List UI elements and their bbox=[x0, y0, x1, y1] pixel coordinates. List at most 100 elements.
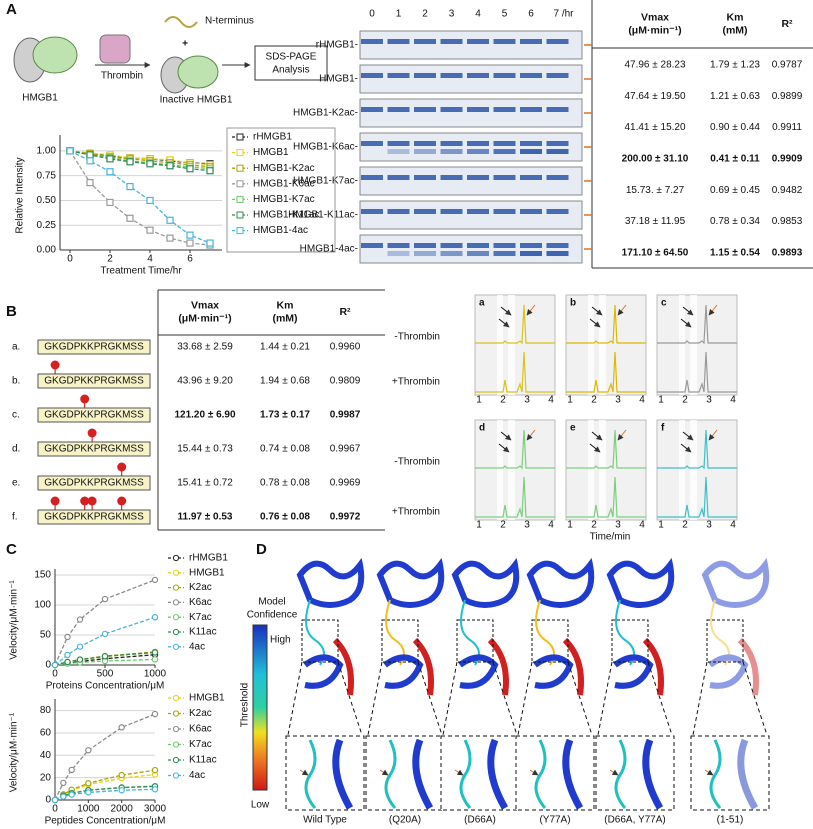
zoom-line bbox=[517, 661, 533, 736]
gel-band bbox=[493, 141, 516, 146]
helix bbox=[708, 654, 749, 689]
zoom-line bbox=[742, 661, 768, 736]
point bbox=[86, 151, 94, 159]
zoom-arrow bbox=[529, 769, 539, 776]
gel-band bbox=[493, 175, 516, 180]
legend-marker bbox=[236, 211, 244, 219]
legend-marker bbox=[236, 195, 244, 203]
zoom-line bbox=[442, 661, 458, 736]
gel-band bbox=[387, 243, 410, 248]
point bbox=[51, 796, 59, 804]
gel-band bbox=[440, 141, 463, 146]
gel-strip bbox=[359, 166, 583, 196]
chrom-arrow bbox=[682, 306, 694, 316]
legend-marker bbox=[172, 599, 180, 606]
chrom-x-tick: 2 bbox=[500, 395, 506, 406]
zoom-arrow bbox=[299, 769, 309, 776]
zoom-line bbox=[597, 661, 613, 736]
chrom-band bbox=[497, 295, 503, 395]
scale-label: Threshold bbox=[240, 683, 251, 727]
gel-time-label: 7 /hr bbox=[554, 9, 575, 20]
chrom-arrow bbox=[500, 431, 512, 441]
y-tick-label: 0 bbox=[45, 660, 51, 671]
table-cell: 0.74 ± 0.08 bbox=[260, 444, 310, 455]
zoom-helix bbox=[487, 738, 509, 810]
gel-band bbox=[467, 73, 489, 78]
gel-band bbox=[414, 251, 436, 256]
gel-band bbox=[414, 73, 436, 78]
legend-label: K7ac bbox=[189, 739, 212, 750]
panel-letter: C bbox=[6, 541, 17, 558]
gel-band bbox=[546, 73, 569, 78]
gel-lane-label: HMGB1- bbox=[319, 74, 358, 85]
legend-label: HMGB1 bbox=[189, 567, 225, 578]
chrom-x-tick: 4 bbox=[639, 395, 645, 406]
chrom-trace bbox=[566, 351, 646, 393]
chrom-arrow bbox=[526, 429, 536, 441]
legend-marker bbox=[172, 725, 180, 733]
table-cell: 0.9972 bbox=[330, 512, 361, 523]
legend-marker bbox=[172, 756, 180, 764]
table-header: Vmax bbox=[191, 299, 219, 311]
condition-label: -Thrombin bbox=[394, 332, 440, 343]
peptide-box bbox=[37, 441, 151, 457]
helix bbox=[487, 637, 509, 696]
chrom-trace bbox=[475, 351, 555, 393]
gel-band bbox=[467, 243, 489, 248]
zoom-panel bbox=[515, 735, 595, 811]
x-tick-label: 1000 bbox=[77, 804, 100, 815]
acetyl-mark bbox=[80, 394, 90, 404]
legend-marker bbox=[236, 149, 244, 157]
chrom-panel-label: d bbox=[479, 423, 485, 434]
table-cell: 1.94 ± 0.68 bbox=[260, 376, 310, 387]
x-axis-label: Proteins Concentration/μM bbox=[46, 681, 165, 692]
gel-band bbox=[467, 149, 489, 154]
structure bbox=[526, 557, 595, 696]
zoom-line bbox=[337, 661, 363, 736]
gel-band bbox=[414, 141, 436, 146]
point bbox=[66, 147, 74, 155]
gel-band bbox=[546, 149, 569, 154]
y-axis-label: Relative Intensity bbox=[15, 157, 26, 233]
chrom-x-tick: 2 bbox=[591, 395, 597, 406]
gel-band bbox=[387, 107, 410, 112]
table-header: (mM) bbox=[272, 312, 297, 324]
gel-band bbox=[520, 73, 542, 78]
gel-band bbox=[546, 209, 569, 214]
chrom-arrow bbox=[526, 304, 536, 316]
legend-frame bbox=[226, 127, 336, 253]
acetyl-mark bbox=[117, 462, 127, 472]
table-header: (μM·min⁻¹) bbox=[628, 24, 681, 36]
legend-label: K11ac bbox=[189, 755, 217, 766]
gel-time-label: 5 bbox=[502, 9, 508, 20]
gel-band bbox=[493, 251, 516, 256]
gel-strip bbox=[359, 200, 583, 230]
point bbox=[206, 239, 214, 247]
chrom-x-tick: 4 bbox=[639, 520, 645, 531]
point bbox=[186, 231, 194, 239]
table-cell: 121.20 ± 6.90 bbox=[174, 410, 236, 421]
table-cell: 0.9911 bbox=[772, 122, 802, 133]
gel-band bbox=[493, 149, 516, 154]
zoom-box bbox=[706, 619, 744, 663]
gel-lane-label: HMGB1-4ac- bbox=[300, 244, 358, 255]
gel-band bbox=[546, 141, 569, 146]
gel-time-label: 1 bbox=[396, 9, 402, 20]
peptide: GKGDPKKPRGKMSS bbox=[44, 512, 144, 523]
gel-band bbox=[387, 73, 410, 78]
point bbox=[64, 651, 71, 659]
gel-band bbox=[493, 107, 516, 112]
gel-band bbox=[387, 175, 410, 180]
y-tick-label: 150 bbox=[34, 570, 51, 581]
gel-band bbox=[467, 141, 489, 146]
structure-caption: (Y77A) bbox=[539, 815, 570, 826]
y-tick-label: 0.25 bbox=[37, 220, 57, 231]
legend-label: 4ac bbox=[189, 641, 205, 652]
gel-band bbox=[414, 149, 436, 154]
point bbox=[151, 614, 159, 621]
x-tick-label: 2 bbox=[107, 254, 113, 265]
gel-band bbox=[520, 149, 542, 154]
gel-band bbox=[467, 251, 489, 256]
chrom-arrow bbox=[498, 318, 510, 328]
legend-label: K7ac bbox=[189, 612, 212, 623]
